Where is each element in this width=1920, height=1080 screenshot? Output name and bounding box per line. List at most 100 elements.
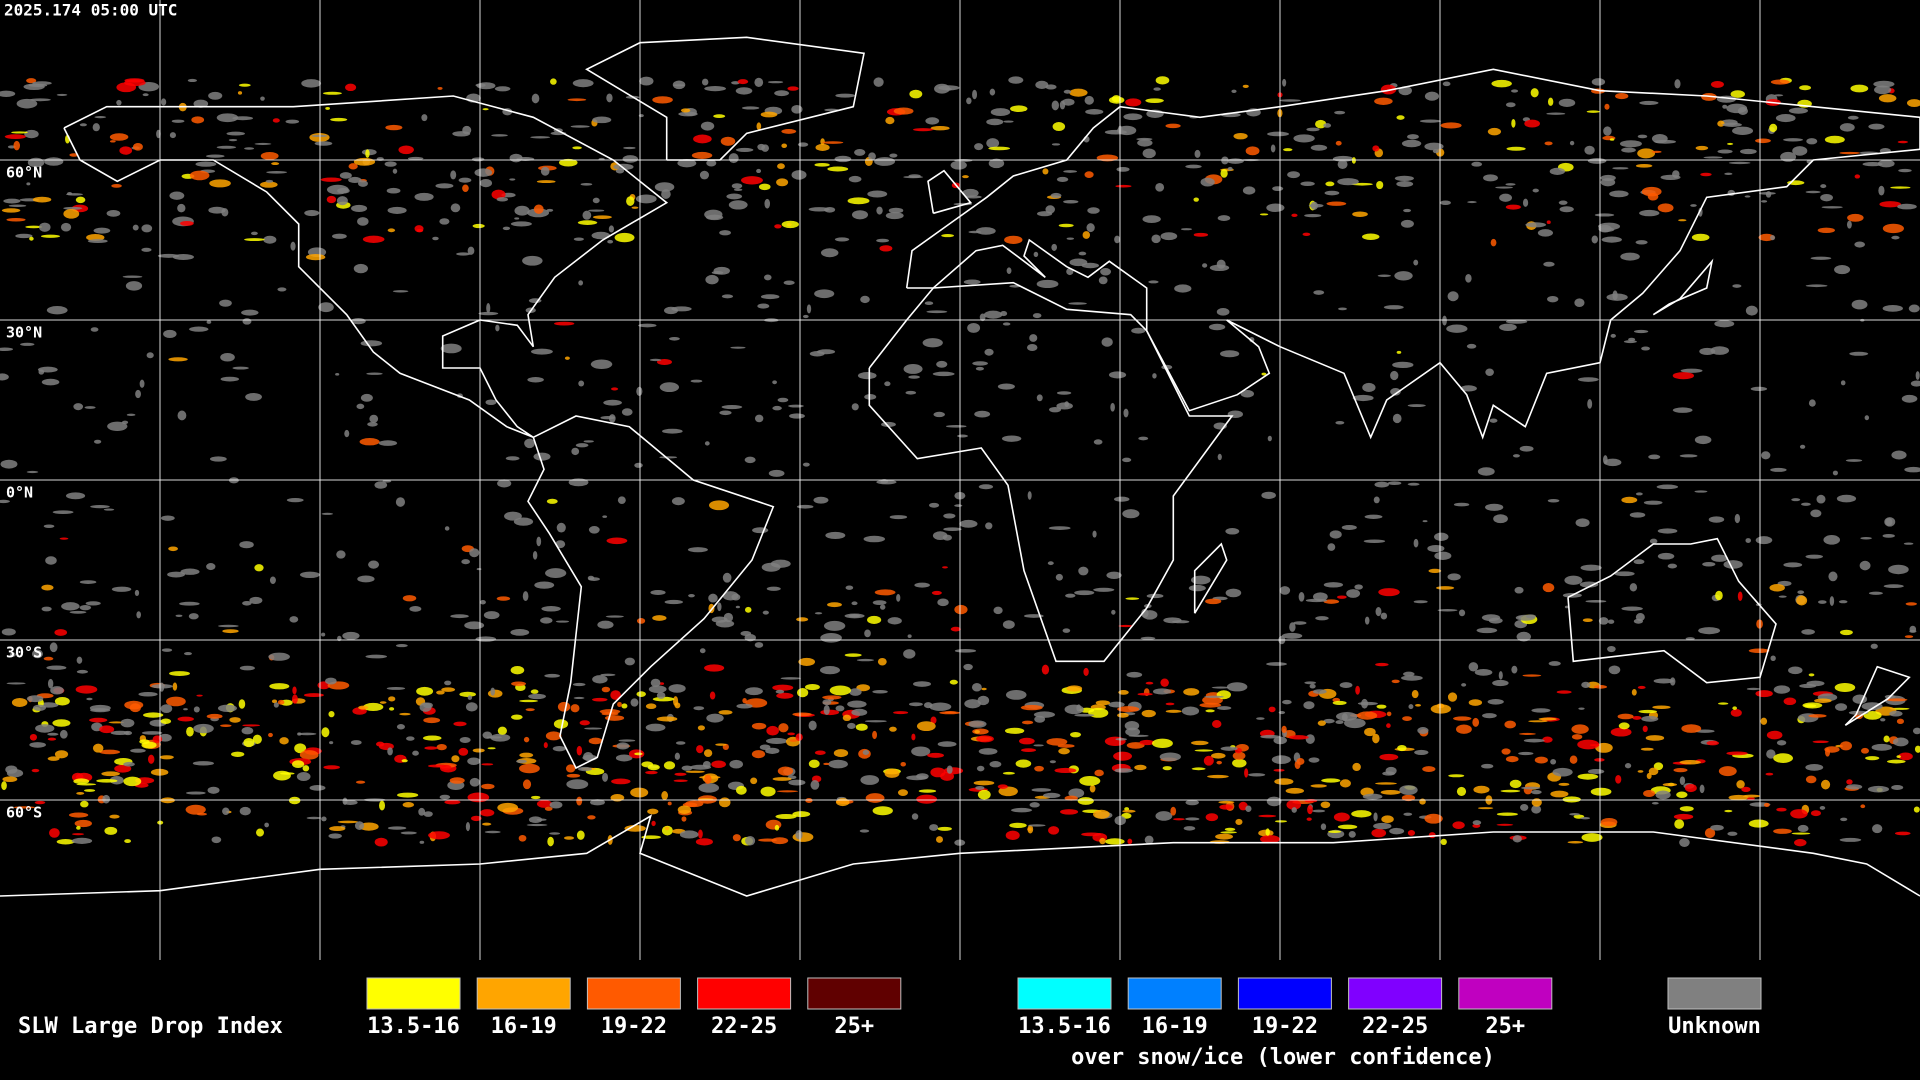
cloud-patch (242, 724, 261, 727)
cloud-patch (1216, 308, 1230, 316)
cloud-patch (353, 263, 368, 274)
cloud-patch (167, 571, 185, 578)
cloud-patch (516, 759, 527, 764)
cloud-patch (1482, 713, 1497, 719)
cloud-patch (1865, 756, 1880, 761)
cloud-patch (1315, 119, 1327, 129)
cloud-patch (1242, 186, 1256, 195)
cloud-patch (1220, 169, 1228, 178)
cloud-patch (476, 568, 482, 571)
cloud-patch (1089, 785, 1096, 793)
cloud-patch (439, 794, 451, 800)
cloud-patch (968, 720, 987, 728)
cloud-patch (1036, 279, 1059, 289)
cloud-patch (544, 806, 553, 811)
cloud-patch (583, 752, 594, 762)
cloud-patch (1002, 771, 1015, 775)
cloud-patch (1860, 747, 1870, 754)
cloud-patch (350, 740, 362, 745)
cloud-patch (1653, 678, 1675, 684)
cloud-patch (122, 275, 143, 278)
cloud-patch (1258, 814, 1277, 818)
cloud-patch (1699, 347, 1716, 355)
cloud-patch (1338, 307, 1347, 311)
cloud-patch (1867, 785, 1890, 793)
cloud-patch (179, 601, 200, 606)
cloud-patch (1885, 518, 1893, 526)
cloud-patch (1499, 323, 1517, 332)
cloud-patch (109, 140, 116, 143)
cloud-patch (474, 168, 493, 177)
cloud-patch (1303, 701, 1315, 710)
cloud-patch (141, 224, 153, 233)
cloud-patch (1442, 81, 1451, 87)
cloud-patch (1411, 690, 1419, 699)
cloud-patch (73, 403, 84, 411)
cloud-patch (532, 550, 538, 560)
cloud-patch (1364, 727, 1376, 737)
cloud-patch (962, 188, 979, 198)
cloud-patch (1603, 455, 1608, 465)
cloud-patch (1505, 204, 1521, 210)
cloud-patch (703, 749, 713, 757)
cloud-patch (540, 617, 553, 624)
cloud-patch (387, 747, 393, 756)
cloud-patch (616, 742, 630, 750)
cloud-patch (913, 681, 931, 687)
cloud-patch (1048, 526, 1071, 530)
cloud-patch (1531, 805, 1542, 814)
cloud-patch (1245, 146, 1260, 156)
cloud-patch (401, 759, 408, 763)
cloud-patch (879, 245, 893, 252)
cloud-patch (1873, 80, 1895, 88)
cloud-patch (1635, 164, 1653, 168)
cloud-patch (1058, 748, 1070, 755)
cloud-patch (555, 620, 570, 623)
cloud-patch (1446, 324, 1468, 333)
cloud-patch (180, 568, 200, 575)
cloud-patch (924, 301, 934, 306)
cloud-patch (699, 648, 706, 654)
cloud-patch (37, 366, 58, 373)
cloud-patch (168, 357, 188, 362)
cloud-patch (1205, 598, 1222, 605)
cloud-patch (152, 735, 163, 743)
cloud-patch (336, 196, 348, 206)
cloud-patch (518, 834, 527, 842)
cloud-patch (1530, 790, 1542, 795)
cloud-patch (92, 743, 104, 753)
cloud-patch (673, 84, 686, 87)
cloud-patch (1805, 554, 1823, 559)
cloud-patch (1542, 736, 1553, 743)
cloud-patch (663, 761, 676, 770)
cloud-patch (299, 750, 319, 760)
cloud-patch (1587, 768, 1605, 775)
cloud-patch (1046, 738, 1068, 746)
cloud-patch (690, 379, 703, 383)
cloud-patch (1074, 713, 1095, 717)
cloud-patch (884, 768, 900, 778)
cloud-patch (540, 166, 550, 176)
cloud-patch (256, 828, 265, 837)
cloud-patch (1261, 372, 1267, 376)
cloud-patch (412, 750, 419, 756)
cloud-patch (1472, 820, 1482, 826)
cloud-patch (1821, 779, 1831, 790)
cloud-patch (421, 114, 428, 122)
cloud-patch (1382, 771, 1395, 776)
cloud-patch (1633, 559, 1645, 565)
cloud-patch (385, 124, 403, 131)
cloud-patch (1260, 734, 1281, 739)
cloud-patch (1621, 147, 1636, 153)
cloud-patch (1886, 759, 1906, 764)
cloud-patch (439, 218, 450, 225)
cloud-patch (851, 403, 859, 411)
cloud-patch (1547, 498, 1560, 503)
cloud-patch (573, 696, 585, 700)
cloud-patch (888, 207, 904, 214)
cloud-patch (897, 789, 908, 796)
cloud-patch (1732, 706, 1737, 710)
cloud-patch (949, 679, 958, 685)
cloud-patch (795, 733, 803, 741)
cloud-patch (993, 606, 1003, 615)
